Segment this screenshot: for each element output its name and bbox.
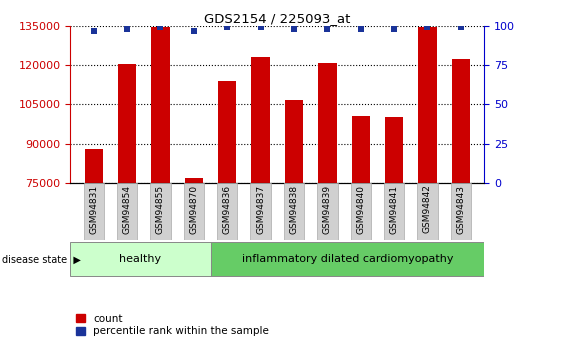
Bar	[284, 183, 304, 240]
Point	[457, 25, 466, 30]
Text: GSM94831: GSM94831	[89, 185, 98, 234]
Bar	[452, 59, 470, 183]
Text: GSM94843: GSM94843	[457, 185, 466, 234]
Bar	[118, 64, 136, 183]
Bar	[285, 100, 303, 183]
Bar	[184, 183, 204, 240]
Text: GSM94854: GSM94854	[123, 185, 132, 234]
Point	[423, 25, 432, 30]
Bar	[83, 183, 104, 240]
Text: GSM94836: GSM94836	[223, 185, 232, 234]
Text: GSM94870: GSM94870	[189, 185, 198, 234]
Text: GSM94841: GSM94841	[390, 185, 399, 234]
Point	[89, 28, 98, 33]
Text: inflammatory dilated cardiomyopathy: inflammatory dilated cardiomyopathy	[242, 254, 453, 264]
Bar	[418, 27, 437, 183]
Point	[356, 26, 365, 32]
Point	[156, 25, 165, 30]
Bar	[450, 183, 471, 240]
Bar	[251, 183, 271, 240]
Bar	[150, 183, 171, 240]
Bar	[317, 183, 337, 240]
Point	[390, 26, 399, 32]
Bar	[217, 183, 238, 240]
Bar	[318, 62, 337, 183]
Point	[256, 25, 265, 30]
Text: GSM94837: GSM94837	[256, 185, 265, 234]
Bar	[117, 183, 137, 240]
Bar	[185, 178, 203, 183]
Bar	[417, 183, 437, 240]
Title: GDS2154 / 225093_at: GDS2154 / 225093_at	[204, 12, 350, 25]
Text: GSM94842: GSM94842	[423, 185, 432, 234]
Point	[123, 26, 132, 32]
Text: GSM94839: GSM94839	[323, 185, 332, 234]
Bar	[384, 183, 404, 240]
Bar	[252, 57, 270, 183]
Legend: count, percentile rank within the sample: count, percentile rank within the sample	[75, 314, 269, 336]
Text: healthy: healthy	[119, 254, 162, 264]
Bar	[70, 242, 211, 276]
Text: disease state  ▶: disease state ▶	[2, 255, 81, 264]
Text: GSM94838: GSM94838	[289, 185, 298, 234]
Point	[189, 28, 198, 33]
Text: GSM94855: GSM94855	[156, 185, 165, 234]
Bar	[84, 149, 103, 183]
Bar	[351, 116, 370, 183]
Bar	[218, 81, 236, 183]
Bar	[151, 27, 169, 183]
Point	[323, 26, 332, 32]
Text: GSM94840: GSM94840	[356, 185, 365, 234]
Bar	[351, 183, 371, 240]
Point	[289, 26, 298, 32]
Bar	[211, 242, 484, 276]
Bar	[385, 117, 403, 183]
Point	[223, 25, 232, 30]
